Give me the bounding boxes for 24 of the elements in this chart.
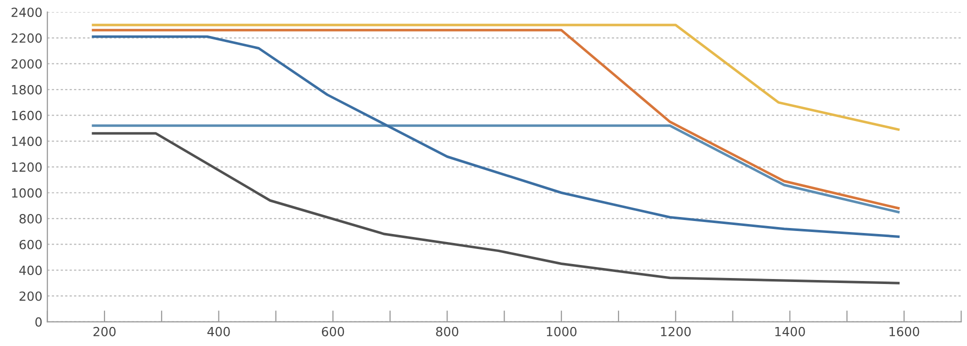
y-tick-label: 400 (19, 266, 42, 276)
x-tick-label: 1000 (546, 326, 576, 336)
y-tick-label: 1200 (12, 162, 42, 172)
y-tick-label: 800 (20, 214, 42, 224)
y-tick-label: 2200 (12, 33, 42, 43)
line-series (92, 35, 900, 238)
line-series (92, 28, 900, 210)
x-tick-label: 600 (322, 326, 344, 336)
x-tick-label: 1400 (775, 326, 805, 336)
x-tick-label: 400 (207, 326, 230, 336)
x-tick-label: 1600 (890, 326, 920, 336)
x-tick-label: 200 (93, 326, 116, 336)
y-tick-label: 1000 (12, 188, 42, 198)
y-tick-label: 0 (35, 317, 42, 327)
line-series (92, 132, 900, 284)
y-tick-label: 1600 (12, 110, 42, 120)
y-tick-label: 1800 (12, 85, 42, 94)
x-tick-label: 1200 (661, 326, 691, 336)
y-tick-label: 600 (20, 240, 42, 250)
y-tick-label: 1400 (12, 136, 42, 146)
y-tick-label: 2400 (12, 8, 42, 18)
x-tick-label: 800 (436, 326, 458, 336)
y-tick-label: 200 (20, 291, 42, 301)
y-tick-label: 2000 (12, 59, 42, 69)
